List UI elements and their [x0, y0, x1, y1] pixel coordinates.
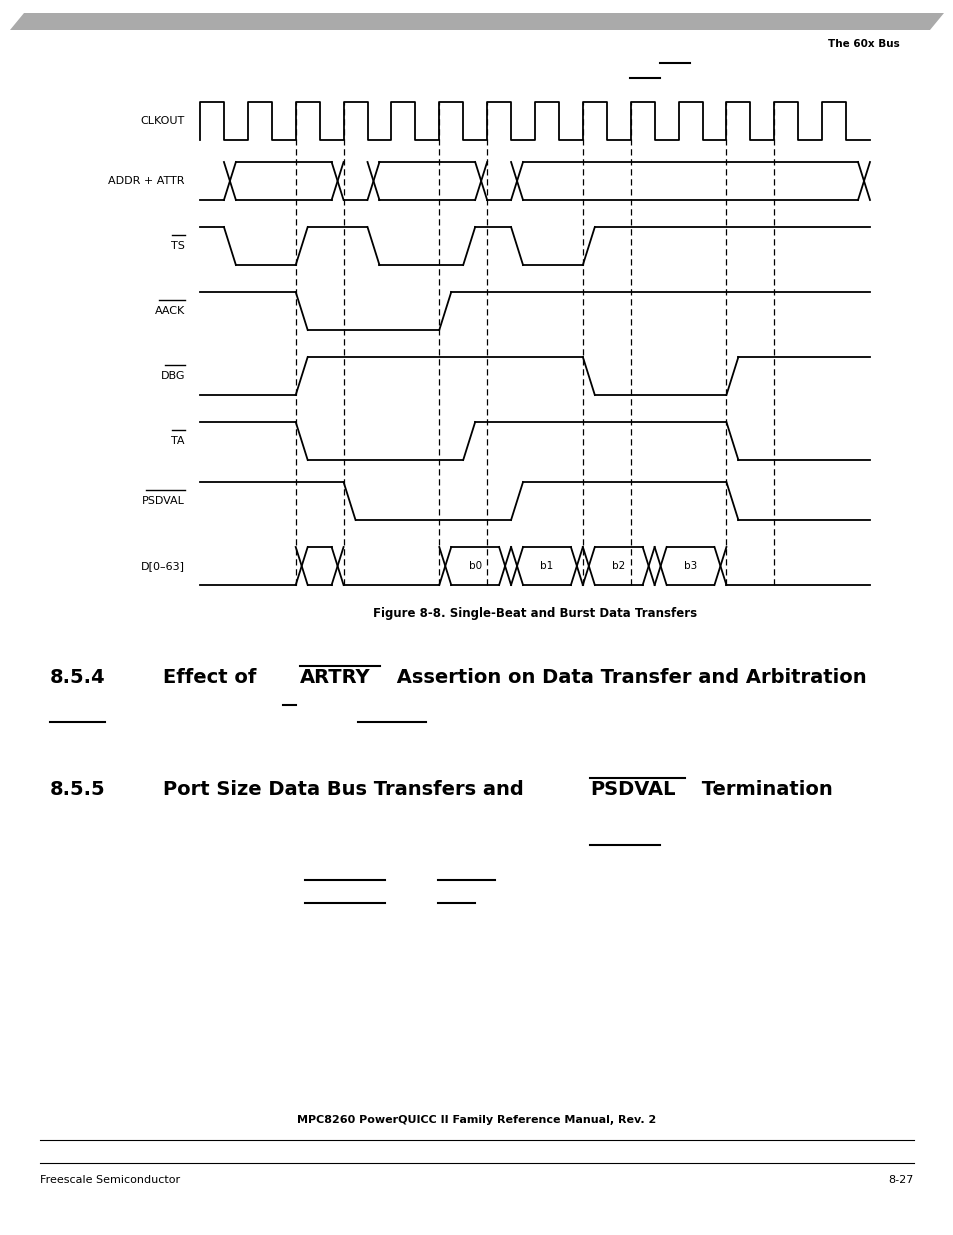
Text: 8-27: 8-27: [887, 1174, 913, 1186]
Text: ARTRY: ARTRY: [299, 668, 370, 687]
Text: Termination: Termination: [695, 781, 832, 799]
Text: 8.5.4: 8.5.4: [50, 668, 106, 687]
Text: b3: b3: [683, 561, 697, 571]
Text: DBG: DBG: [160, 370, 185, 382]
Text: Assertion on Data Transfer and Arbitration: Assertion on Data Transfer and Arbitrati…: [390, 668, 865, 687]
Text: b0: b0: [468, 561, 481, 571]
Text: The 60x Bus: The 60x Bus: [827, 40, 899, 49]
Text: b2: b2: [612, 561, 625, 571]
Text: CLKOUT: CLKOUT: [141, 116, 185, 126]
Text: PSDVAL: PSDVAL: [142, 496, 185, 506]
Text: MPC8260 PowerQUICC II Family Reference Manual, Rev. 2: MPC8260 PowerQUICC II Family Reference M…: [297, 1115, 656, 1125]
Text: b1: b1: [539, 561, 553, 571]
Text: D[0–63]: D[0–63]: [141, 561, 185, 571]
Text: 8.5.5: 8.5.5: [50, 781, 106, 799]
Text: PSDVAL: PSDVAL: [589, 781, 675, 799]
Polygon shape: [10, 14, 943, 30]
Text: Port Size Data Bus Transfers and: Port Size Data Bus Transfers and: [163, 781, 530, 799]
Text: Figure 8-8. Single-Beat and Burst Data Transfers: Figure 8-8. Single-Beat and Burst Data T…: [373, 606, 697, 620]
Text: TS: TS: [171, 241, 185, 251]
Text: ADDR + ATTR: ADDR + ATTR: [109, 177, 185, 186]
Text: TA: TA: [172, 436, 185, 446]
Text: AACK: AACK: [154, 306, 185, 316]
Text: Freescale Semiconductor: Freescale Semiconductor: [40, 1174, 180, 1186]
Text: Effect of: Effect of: [163, 668, 263, 687]
